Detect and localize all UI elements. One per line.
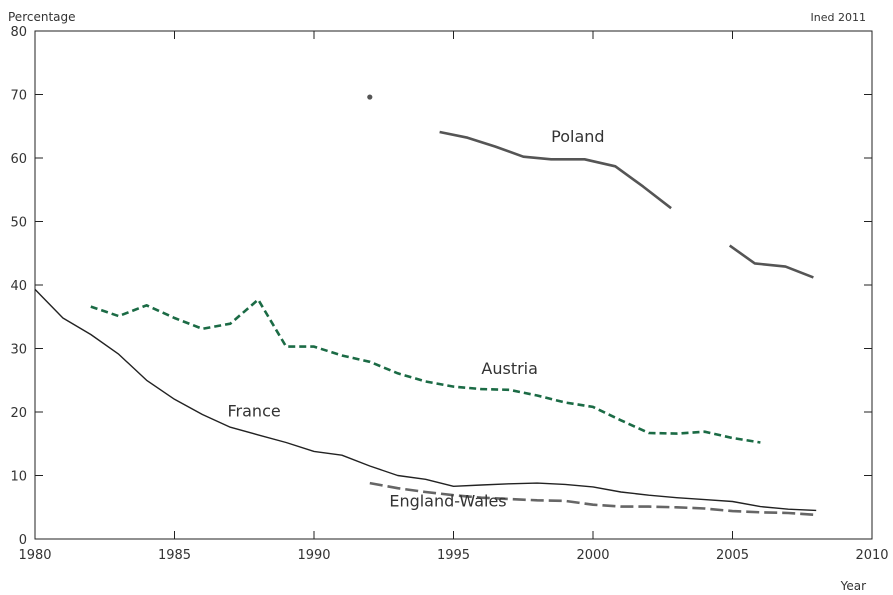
series-line-austria: [90, 298, 761, 444]
series-label-poland: Poland: [551, 127, 604, 146]
series-line-poland: [439, 130, 814, 279]
x-tick-label: 2000: [576, 548, 609, 563]
series-point-poland: [367, 94, 373, 100]
plot-axes: [34, 30, 873, 540]
x-tick-label: 1990: [297, 548, 330, 563]
x-tick-label: 2010: [855, 548, 888, 563]
y-tick-label: 10: [10, 470, 27, 485]
x-tick-label: 2005: [716, 548, 749, 563]
y-axis-title: Percentage: [8, 10, 76, 24]
y-tick-label: 70: [10, 89, 27, 104]
y-tick-label: 0: [19, 533, 27, 548]
axis-tick-labels: 0 10 20 30 40 50 60 70 80 1980 1985 1990 1995 2000 200…: [10, 25, 888, 563]
y-tick-label: 50: [10, 216, 27, 231]
y-tick-label: 60: [10, 152, 27, 167]
credit-text: Ined 2011: [811, 11, 866, 24]
y-tick-label: 40: [10, 279, 27, 294]
x-tick-label: 1995: [437, 548, 470, 563]
series-lines: [34, 94, 817, 517]
axis-ticks: [35, 31, 872, 539]
series-label-france: France: [228, 401, 281, 420]
y-tick-label: 30: [10, 343, 27, 358]
series-label-austria: Austria: [481, 359, 538, 378]
series-label-england-wales: England-Wales: [389, 492, 506, 511]
series-line-france: [34, 288, 817, 512]
series-line-england-wales: [369, 481, 817, 517]
x-tick-label: 1980: [18, 548, 51, 563]
y-tick-label: 20: [10, 406, 27, 421]
y-tick-label: 80: [10, 25, 27, 40]
series-labels: Poland Austria France England-Wales: [228, 127, 605, 510]
x-axis-title: Year: [840, 579, 866, 593]
x-tick-label: 1985: [158, 548, 191, 563]
plot-frame: [34, 30, 873, 540]
